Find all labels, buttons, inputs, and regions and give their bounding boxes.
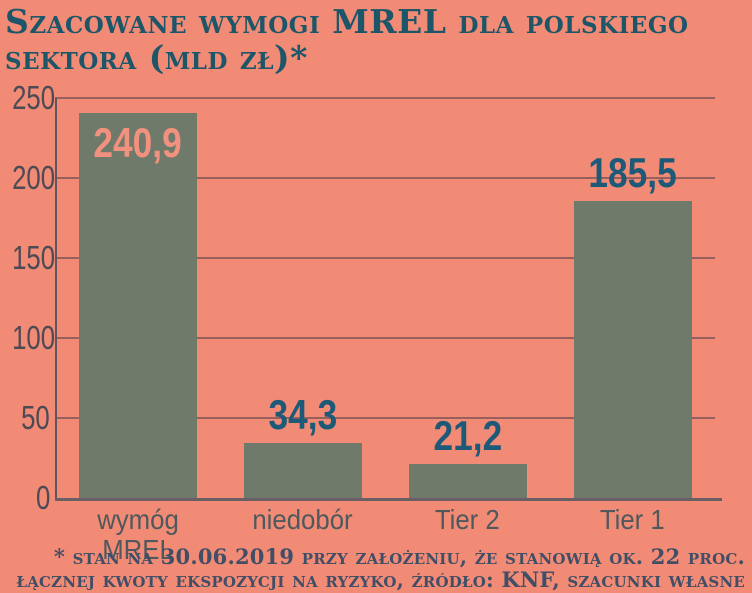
x-axis-category-text: Tier 1 — [600, 504, 665, 535]
chart-title-line2: sektora (mld zł)* — [5, 38, 308, 77]
gridline-50 — [55, 417, 715, 419]
chart-footnote: * stan na 30.06.2019 przy założeniu, że … — [0, 545, 745, 591]
bar-value-label-tier-2: 21,2 — [398, 414, 538, 458]
y-axis-tick-text: 0 — [35, 479, 50, 516]
x-axis-category-label-tier-1: Tier 1 — [550, 505, 716, 535]
y-axis-tick-label-250: 250 — [0, 81, 55, 114]
x-axis-category-text: niedobór — [252, 504, 353, 535]
footnote-line2: łącznej kwoty ekspozycji na ryzyko, źród… — [16, 567, 745, 592]
y-axis-tick-label-0: 0 — [0, 481, 50, 514]
y-axis-line — [55, 98, 57, 500]
y-axis-tick-text: 250 — [12, 79, 56, 116]
bar-value-text: 185,5 — [588, 149, 677, 197]
y-axis-tick-label-150: 150 — [0, 241, 55, 274]
y-axis-tick-label-50: 50 — [0, 401, 50, 434]
bar-value-label-wymóg-mrel: 240,9 — [68, 118, 208, 166]
y-axis-tick-text: 100 — [12, 319, 56, 356]
bar-wymóg-mrel — [78, 112, 197, 498]
bar-value-text: 240,9 — [93, 118, 182, 166]
y-axis-tick-text: 50 — [21, 399, 50, 436]
x-axis-category-text: wymóg MREL — [96, 504, 179, 565]
y-axis-tick-label-200: 200 — [0, 161, 55, 194]
bar-value-text: 34,3 — [268, 391, 337, 439]
bar-tier-1 — [573, 201, 692, 498]
x-axis-category-text: Tier 2 — [435, 504, 500, 535]
gridline-100 — [55, 337, 715, 339]
y-axis-tick-label-100: 100 — [0, 321, 55, 354]
bar-tier-2 — [408, 464, 527, 498]
x-axis-category-label-wymóg-mrel: wymóg MREL — [55, 505, 221, 565]
chart-title: Szacowane wymogi MREL dla polskiego sekt… — [5, 4, 745, 76]
x-axis-category-label-niedobór: niedobór — [220, 505, 386, 535]
bar-niedobór — [243, 443, 362, 498]
bar-value-label-niedobór: 34,3 — [233, 393, 373, 437]
bar-value-label-tier-1: 185,5 — [563, 151, 703, 195]
gridline-150 — [55, 257, 715, 259]
y-axis-tick-text: 200 — [12, 159, 56, 196]
bar-value-text: 21,2 — [433, 412, 502, 460]
x-axis-category-label-tier-2: Tier 2 — [385, 505, 551, 535]
chart-title-line1: Szacowane wymogi MREL dla polskiego — [5, 2, 689, 41]
gridline-200 — [55, 177, 715, 179]
footnote-line1: * stan na 30.06.2019 przy założeniu, że … — [53, 544, 745, 569]
x-axis-line — [55, 498, 722, 501]
gridline-250 — [55, 97, 715, 99]
y-axis-tick-text: 150 — [12, 239, 56, 276]
